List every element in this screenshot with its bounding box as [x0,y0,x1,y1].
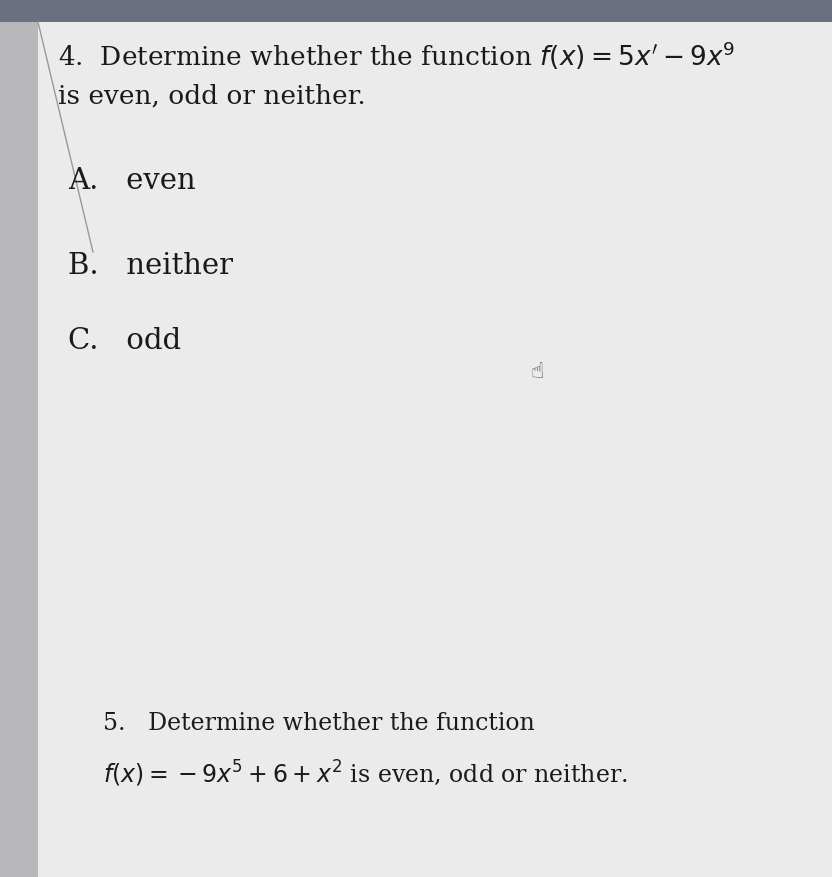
Text: C.   odd: C. odd [68,327,181,355]
Text: is even, odd or neither.: is even, odd or neither. [58,84,366,109]
Bar [0,22,38,877]
Text: $f(x) = -9x^5 + 6 + x^2$ is even, odd or neither.: $f(x) = -9x^5 + 6 + x^2$ is even, odd or… [103,759,628,789]
Text: 5.   Determine whether the function: 5. Determine whether the function [103,712,535,735]
Text: A.   even: A. even [68,167,196,195]
Text: B.   neither: B. neither [68,252,233,280]
Text: 4.  Determine whether the function $f(x) = 5x^{\prime} - 9x^{9}$: 4. Determine whether the function $f(x) … [58,40,735,73]
Text: ☝: ☝ [530,362,543,382]
Bar [0,0,832,22]
